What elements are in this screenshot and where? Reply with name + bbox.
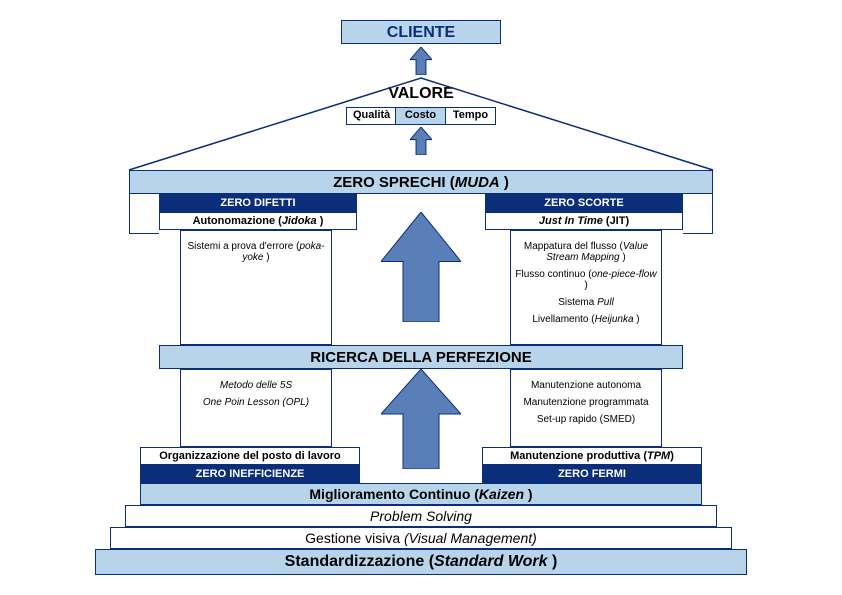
pillar-item: Sistema Pull <box>515 297 657 308</box>
zero-scorte-label: ZERO SCORTE <box>544 197 623 209</box>
zero-inefficienze-label: ZERO INEFFICIENZE <box>196 468 305 480</box>
pillar-item: Manutenzione programmata <box>515 397 657 408</box>
pillar-right-bottom-subheader: Manutenzione produttiva (TPM) <box>482 447 702 465</box>
foundation-layer-2: Gestione visiva (Visual Management) <box>110 527 732 549</box>
arrow-up-large-2 <box>381 369 461 469</box>
pillar-item: Livellamento (Heijunka ) <box>515 314 657 325</box>
autonomazione-label: Autonomazione (Jidoka ) <box>193 215 324 227</box>
pillar-item: Set-up rapido (SMED) <box>515 414 657 425</box>
pillar-item: Sistemi a prova d'errore (poka-yoke ) <box>185 241 327 263</box>
foundation-layer-1: Problem Solving <box>125 505 717 527</box>
pillar-item: One Poin Lesson (OPL) <box>185 397 327 408</box>
pillar-left-top-subheader: Autonomazione (Jidoka ) <box>159 212 357 230</box>
lean-house-diagram: CLIENTE VALORE QualitàCostoTempo ZERO SP… <box>0 0 842 595</box>
zero-difetti-label: ZERO DIFETTI <box>220 197 295 209</box>
arrow-up-large-1 <box>381 212 461 322</box>
ricerca-label: RICERCA DELLA PERFEZIONE <box>310 349 531 366</box>
pillar-item: Mappatura del flusso (Value Stream Mappi… <box>515 241 657 263</box>
pillar-left-bottom-body: Metodo delle 5S One Poin Lesson (OPL) <box>180 369 332 447</box>
zero-fermi-label: ZERO FERMI <box>558 468 626 480</box>
pillar-item: Metodo delle 5S <box>185 380 327 391</box>
foundation-layer-0: Miglioramento Continuo (Kaizen ) <box>140 483 702 505</box>
band-ricerca-perfezione: RICERCA DELLA PERFEZIONE <box>159 345 683 369</box>
roof-step-left <box>129 194 159 234</box>
jit-label: Just In Time (JIT) <box>539 215 629 227</box>
foundation-layer-3: Standardizzazione (Standard Work ) <box>95 549 747 575</box>
pillar-right-top-header: ZERO SCORTE <box>485 194 683 212</box>
band-zero-sprechi: ZERO SPRECHI (MUDA ) <box>129 170 713 194</box>
pillar-right-top-subheader: Just In Time (JIT) <box>485 212 683 230</box>
pillar-item: Flusso continuo (one-piece-flow ) <box>515 269 657 291</box>
organizzazione-label: Organizzazione del posto di lavoro <box>159 450 341 462</box>
band-zero-sprechi-text: ZERO SPRECHI (MUDA ) <box>333 174 509 191</box>
pillar-right-bottom-body: Manutenzione autonoma Manutenzione progra… <box>510 369 662 447</box>
pillar-right-bottom-header: ZERO FERMI <box>482 465 702 483</box>
manutenzione-produttiva-label: Manutenzione produttiva (TPM) <box>510 450 674 462</box>
pillar-left-top-body: Sistemi a prova d'errore (poka-yoke ) <box>180 230 332 345</box>
roof-step-right <box>683 194 713 234</box>
pillar-left-top-header: ZERO DIFETTI <box>159 194 357 212</box>
pillar-right-top-body: Mappatura del flusso (Value Stream Mappi… <box>510 230 662 345</box>
pillar-item: Manutenzione autonoma <box>515 380 657 391</box>
pillar-left-bottom-header: ZERO INEFFICIENZE <box>140 465 360 483</box>
pillar-left-bottom-subheader: Organizzazione del posto di lavoro <box>140 447 360 465</box>
